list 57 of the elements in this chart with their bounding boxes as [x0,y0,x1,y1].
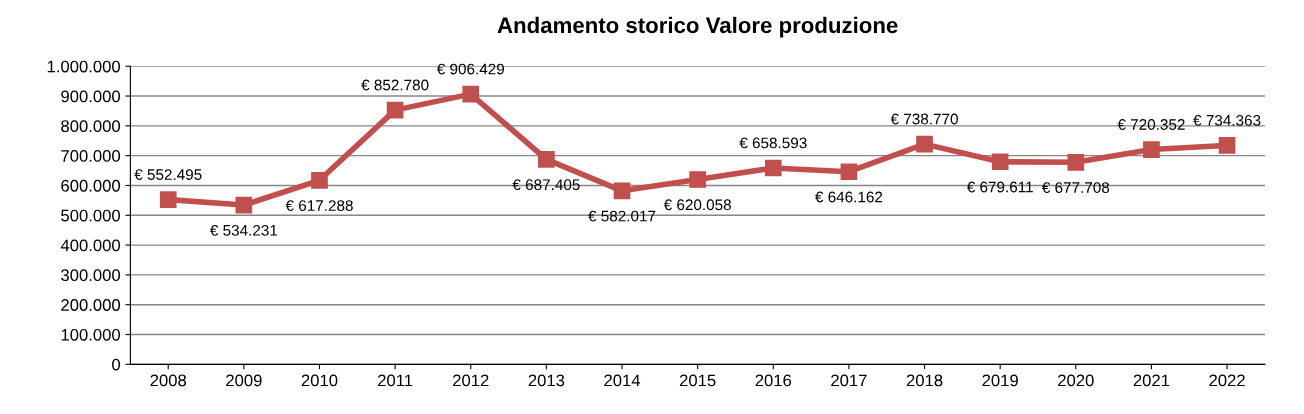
x-tick-label: 2017 [831,374,867,387]
y-tick-label: 1.000.000 [47,60,121,73]
x-tick-label: 2014 [604,374,641,387]
x-tick-label: 2021 [1133,374,1170,387]
data-label: € 720.352 [1117,119,1185,130]
y-tick-label: 700.000 [61,150,121,162]
point [840,163,858,181]
point [916,135,933,153]
point [613,182,631,200]
y-tick-label: 900.000 [61,90,121,103]
data-label: € 687.405 [512,179,580,191]
point [1218,137,1236,154]
data-label: € 677.708 [1041,182,1110,193]
data-label: € 620.058 [663,199,731,211]
x-tick-label: 2019 [982,374,1018,387]
data-label: € 617.288 [285,200,353,211]
point [538,151,555,168]
x-tick-label: 2012 [453,374,489,387]
data-label: € 734.363 [1193,114,1261,126]
y-tick-label: 800.000 [61,120,121,133]
point [235,196,253,214]
point [764,159,782,177]
data-label: € 534.231 [209,224,278,236]
y-tick-label: 100.000 [61,328,121,341]
point [386,101,404,119]
data-label: € 738.770 [890,113,958,125]
x-tick-label: 2013 [528,374,565,387]
chart-title: Andamento storico Valore produzione [497,16,898,38]
data-label: € 852.780 [361,79,429,91]
x-tick-label: 2015 [679,374,716,387]
y-tick-label: 500.000 [61,209,121,222]
x-tick-label: 2009 [226,374,262,387]
data-label: € 679.611 [966,181,1033,193]
y-tick-label: 300.000 [61,269,121,282]
x-tick-label: 2010 [301,374,338,387]
data-label: € 658.593 [739,137,807,149]
x-tick-label: 2008 [150,374,187,387]
point [991,153,1009,171]
data-label: € 582.017 [588,210,656,222]
y-tick-label: 600.000 [61,179,121,192]
y-tick-label: 0 [112,358,121,371]
point [462,85,480,103]
data-label: € 552.495 [134,169,202,180]
point [1067,153,1085,171]
point [311,171,328,189]
data-label: € 906.429 [436,63,505,75]
point [689,171,706,188]
x-tick-label: 2016 [755,374,792,387]
y-tick-label: 400.000 [60,239,121,252]
point [159,191,177,208]
y-tick-label: 200.000 [61,299,121,311]
x-tick-label: 2011 [378,374,413,387]
x-tick-label: 2020 [1058,374,1094,387]
data-label: € 646.162 [815,191,883,203]
x-tick-label: 2022 [1209,374,1245,387]
x-tick-label: 2018 [906,374,943,387]
point [1143,141,1160,158]
